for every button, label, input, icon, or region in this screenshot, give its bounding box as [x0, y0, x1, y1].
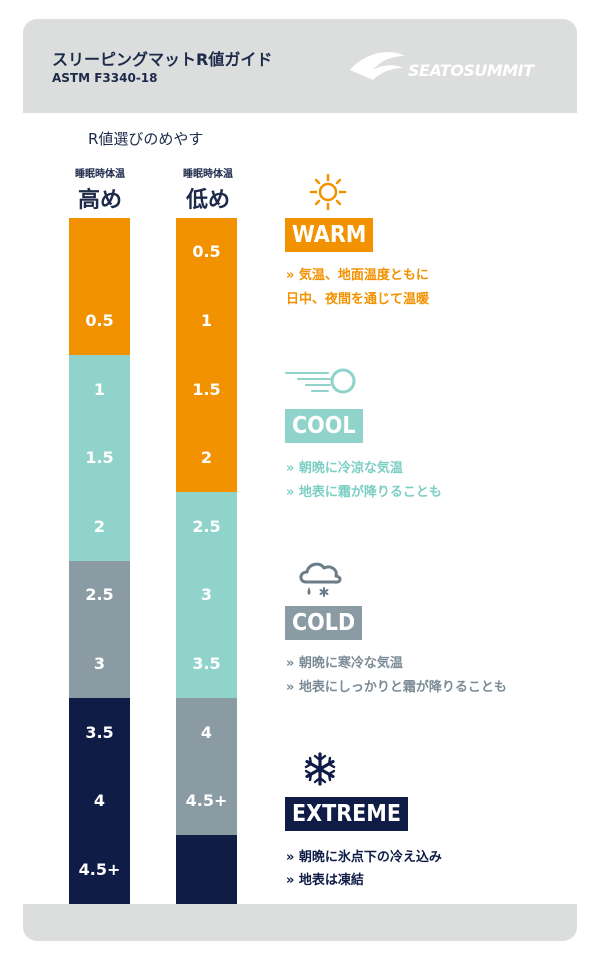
r-value-label: 1	[93, 379, 106, 399]
zone-extreme-line-1: » 朝晩に氷点下の冷え込み	[286, 850, 442, 865]
r-value-label: 2.5	[192, 516, 221, 536]
zone-warm-line-1: » 気温、地面温度ともに	[286, 268, 429, 283]
r-value-label: 4	[93, 791, 106, 811]
column-header-cold-sleeper: 睡眠時体温 低め	[175, 165, 241, 214]
r-value-label: 0.5	[85, 310, 114, 330]
column-header-big: 高め	[77, 188, 122, 213]
zone-badge-cool: COOL	[285, 409, 363, 443]
column-header-small: 睡眠時体温	[183, 169, 233, 180]
r-value-label: 3	[200, 585, 213, 605]
zone-cold-line-2: » 地表にしっかりと霜が降りることも	[286, 680, 507, 695]
standard-subtitle: ASTM F3340-18	[52, 71, 158, 85]
r-value-label: 1.5	[85, 448, 114, 468]
bar-segment-cool	[176, 492, 237, 699]
brand-logo-text: SEATOSUMMIT	[408, 61, 534, 80]
r-value-label: 1.5	[192, 379, 221, 399]
r-value-label: 2	[93, 516, 106, 536]
zone-cool-line-1: » 朝晩に冷涼な気温	[286, 461, 403, 476]
r-value-label: 2	[200, 448, 213, 468]
zone-warm-line-2: 日中、夜間を通じて温暖	[286, 292, 430, 307]
zone-extreme-line-2: » 地表は凍結	[286, 873, 364, 888]
r-value-label: 3.5	[85, 722, 114, 742]
bar-segment-cold	[69, 561, 130, 699]
r-value-label: 1	[200, 310, 213, 330]
selection-caption: R値選びのめやす	[88, 130, 204, 148]
bar-segment-extreme	[69, 698, 130, 904]
column-header-big: 低め	[185, 188, 230, 213]
column-header-warm-sleeper: 睡眠時体温 高め	[67, 165, 133, 214]
bar-segment-cool	[69, 355, 130, 561]
r-value-label: 4	[200, 722, 213, 742]
bar-segment-cold	[176, 698, 237, 836]
page-title: スリーピングマットR値ガイド	[52, 50, 273, 69]
zone-cold-line-1: » 朝晩に寒冷な気温	[286, 656, 403, 671]
column-header-small: 睡眠時体温	[75, 169, 125, 180]
bar-segment-extreme	[176, 835, 237, 904]
r-value-label: 4.5+	[185, 791, 228, 811]
wind-icon	[285, 368, 356, 394]
zone-badge-warm: WARM	[285, 218, 374, 252]
zone-badge-extreme: EXTREME	[285, 797, 409, 831]
r-value-label: 2.5	[85, 585, 114, 605]
r-value-bar-warm-sleeper: 0.5 1 1.5 2 2.5 3 3.5 4 4.5+	[69, 218, 130, 904]
r-value-label: 3	[93, 653, 106, 673]
cloud-snow-icon	[299, 562, 342, 597]
sun-icon	[309, 173, 347, 211]
r-value-bar-cold-sleeper: 0.5 1 1.5 2 2.5 3 3.5 4 4.5+	[176, 218, 237, 904]
zone-cool-line-2: » 地表に霜が降りることも	[286, 485, 442, 500]
snowflake-icon	[304, 752, 336, 786]
bar-segment-warm	[69, 218, 130, 356]
r-value-label: 4.5+	[78, 859, 121, 879]
bar-segment-warm	[176, 218, 237, 493]
r-value-label: 3.5	[192, 653, 221, 673]
zone-badge-cold: COLD	[285, 606, 363, 640]
brand-logo	[350, 52, 405, 80]
r-value-label: 0.5	[192, 242, 221, 262]
